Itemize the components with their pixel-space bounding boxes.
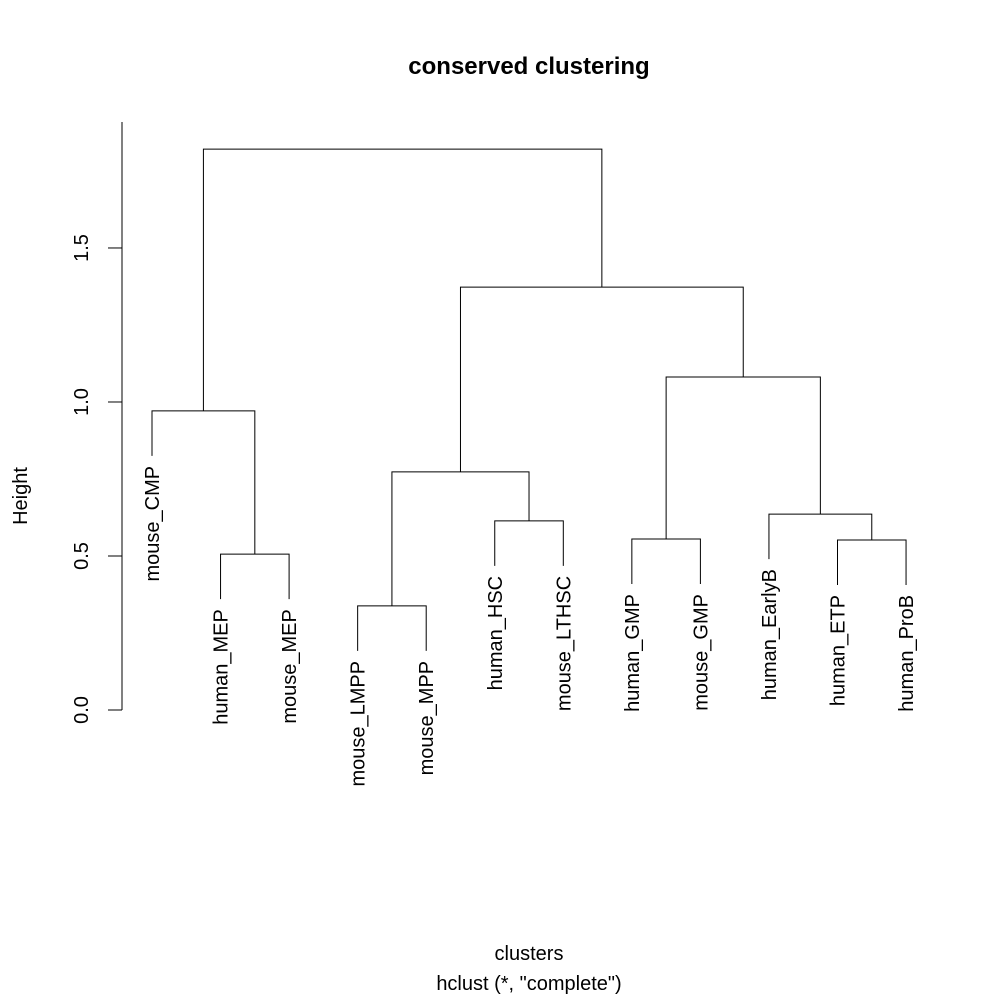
leaf-label: human_MEP (211, 609, 233, 725)
leaf-label: mouse_LMPP (348, 661, 370, 787)
y-axis-label: Height (10, 467, 32, 525)
subtitle: hclust (*, "complete") (436, 973, 621, 995)
merge (459, 286, 744, 472)
chart-title: conserved clustering (408, 53, 649, 80)
merge (494, 520, 564, 566)
leaf-label: human_GMP (622, 594, 644, 712)
x-axis-label: clusters (495, 943, 564, 965)
leaf-label: mouse_LTHSC (553, 576, 575, 711)
merge (631, 538, 701, 585)
y-tick-label: 0.5 (71, 542, 93, 570)
merge (151, 410, 256, 555)
leaf-label: mouse_MPP (416, 661, 438, 776)
y-tick-label: 1.5 (71, 234, 93, 262)
leaf-label: mouse_CMP (142, 466, 164, 582)
merge (220, 553, 290, 600)
leaf-label: human_HSC (485, 576, 507, 691)
leaf-label: mouse_MEP (279, 609, 301, 724)
merge (768, 513, 873, 560)
y-tick-label: 0.0 (71, 696, 93, 724)
leaf-label: human_ETP (828, 595, 850, 706)
leaf-label: human_ProB (896, 595, 918, 712)
merge (391, 471, 530, 606)
y-tick-label: 1.0 (71, 388, 93, 416)
leaf-label: human_EarlyB (759, 569, 781, 700)
merge (665, 376, 821, 540)
merge (357, 605, 427, 651)
leaf-label: mouse_GMP (690, 594, 712, 711)
merge (837, 539, 907, 585)
merge (202, 148, 603, 411)
